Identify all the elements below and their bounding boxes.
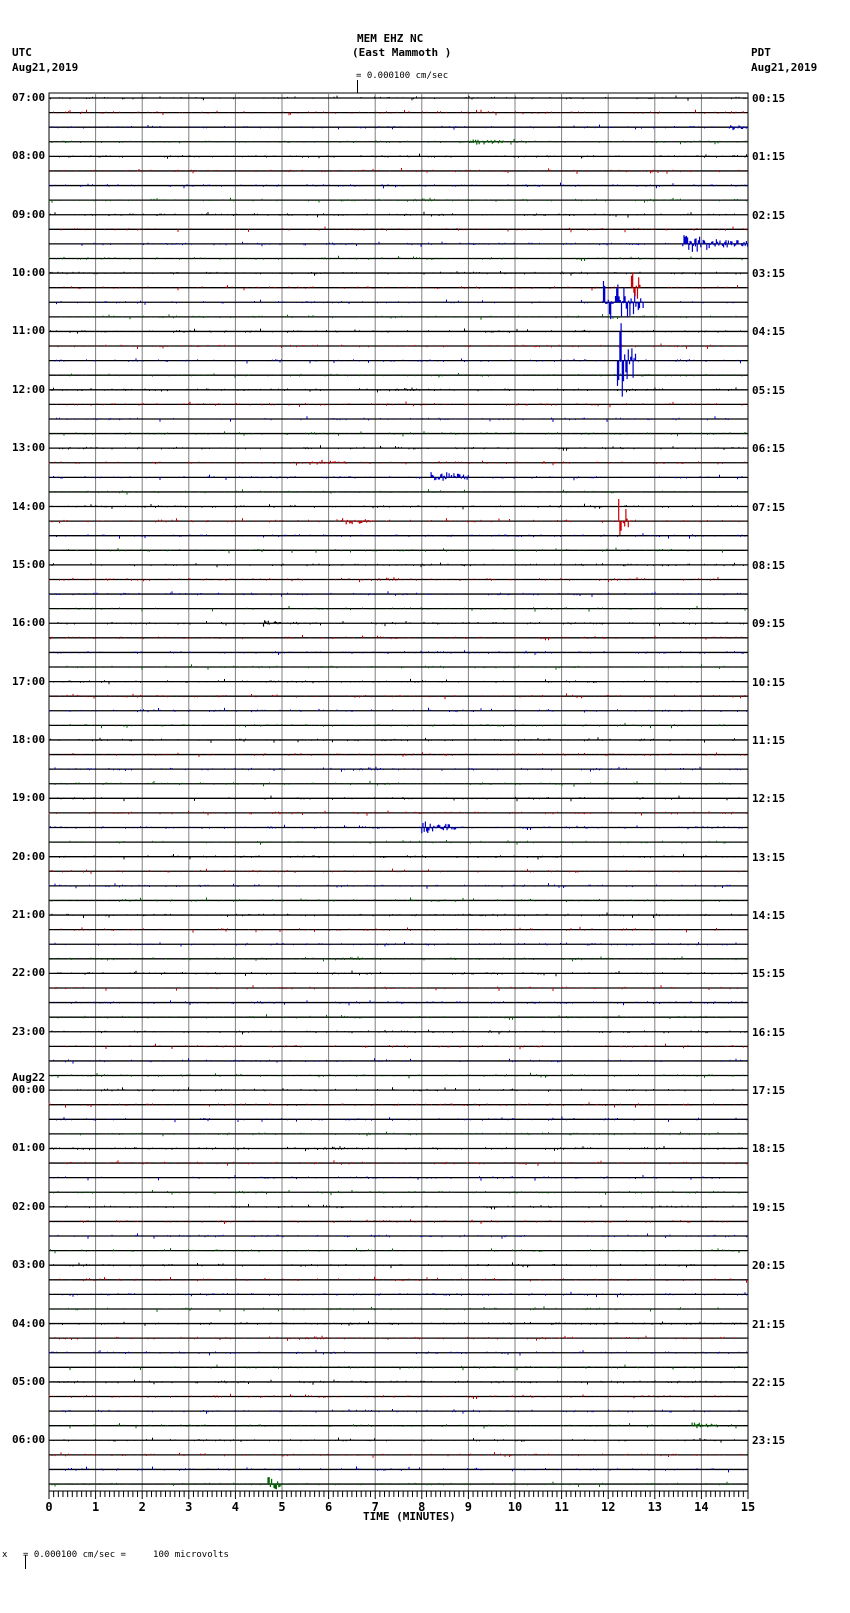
pdt-time-label: 05:15 [752,383,786,397]
seismic-event [682,235,749,252]
pdt-time-label: 19:15 [752,1200,786,1214]
right-timezone: PDT [751,46,771,59]
x-tick-label: 9 [465,1500,472,1514]
utc-date-label: Aug22 [12,1071,46,1085]
utc-time-label: 17:00 [12,674,46,688]
utc-time-label: 08:00 [12,149,46,163]
utc-time-label: 07:00 [12,91,46,104]
pdt-time-label: 10:15 [752,675,786,689]
left-date: Aug21,2019 [12,61,79,74]
pdt-time-label: 21:15 [752,1317,786,1331]
x-tick-label: 13 [648,1500,662,1514]
pdt-time-label: 01:15 [752,150,786,164]
pdt-time-label: 23:15 [752,1434,786,1448]
station-title: MEM EHZ NC [357,32,424,45]
utc-time-label: 02:00 [12,1199,46,1213]
utc-time-label: 23:00 [12,1024,46,1038]
pdt-time-label: 22:15 [752,1375,786,1389]
utc-time-label: 19:00 [12,791,46,805]
utc-time-label: 22:00 [12,966,46,980]
x-tick-label: 0 [45,1500,52,1514]
x-tick-label: 8 [418,1500,425,1514]
utc-time-label: 12:00 [12,382,46,396]
seismic-event [342,518,376,525]
utc-time-label: 00:00 [12,1083,46,1097]
utc-time-label: 10:00 [12,266,46,280]
pdt-time-label: 03:15 [752,267,786,281]
x-tick-label: 5 [278,1500,285,1514]
utc-time-label: 16:00 [12,616,46,630]
seismic-event [616,499,632,535]
utc-time-label: 03:00 [12,1258,46,1272]
seismic-event [630,272,641,299]
utc-time-label: 21:00 [12,908,46,922]
seismic-event [728,125,748,131]
pdt-time-label: 17:15 [752,1084,786,1098]
pdt-time-label: 06:15 [752,442,786,456]
x-tick-label: 2 [139,1500,146,1514]
utc-time-label: 11:00 [12,324,46,338]
pdt-time-label: 08:15 [752,558,786,572]
pdt-time-label: 12:15 [752,792,786,806]
x-tick-label: 4 [232,1500,239,1514]
pdt-time-label: 11:15 [752,733,786,747]
seismic-event [602,281,645,320]
x-tick-label: 7 [372,1500,379,1514]
x-tick-label: 1 [92,1500,99,1514]
utc-time-label: 06:00 [12,1433,46,1447]
left-timezone: UTC [12,46,32,59]
footer-scale-bar-icon [12,1543,31,1572]
seismic-event [421,821,460,834]
pdt-time-label: 02:15 [752,208,786,222]
scale-text: = 0.000100 cm/sec [356,71,449,81]
utc-time-label: 15:00 [12,557,46,571]
utc-time-label: 04:00 [12,1316,46,1330]
seismic-event [258,620,283,627]
utc-time-label: 01:00 [12,1141,46,1155]
pdt-time-label: 15:15 [752,967,786,981]
seismic-event [430,472,469,481]
x-tick-label: 12 [601,1500,615,1514]
x-tick-label: 10 [508,1500,522,1514]
x-tick-label: 6 [325,1500,332,1514]
seismic-event [691,1422,721,1429]
utc-time-label: 05:00 [12,1374,46,1388]
scale-bar-icon [345,66,363,95]
utc-time-label: 14:00 [12,499,46,513]
pdt-time-label: 16:15 [752,1025,786,1039]
pdt-time-label: 20:15 [752,1259,786,1273]
seismic-event [267,1477,282,1490]
footer-prefix: x [2,1550,8,1560]
x-tick-label: 15 [741,1500,755,1514]
seismic-event [467,139,507,145]
utc-time-label: 13:00 [12,441,46,455]
pdt-time-label: 00:15 [752,92,786,105]
right-date: Aug21,2019 [751,61,818,74]
pdt-time-label: 04:15 [752,325,786,339]
x-axis-label: TIME (MINUTES) [363,1510,456,1523]
pdt-time-label: 07:15 [752,500,786,514]
pdt-time-label: 18:15 [752,1142,786,1156]
x-tick-label: 14 [694,1500,708,1514]
utc-time-label: 20:00 [12,849,46,863]
pdt-time-label: 14:15 [752,909,786,923]
x-tick-label: 11 [554,1500,568,1514]
seismic-event [309,459,348,465]
x-tick-label: 3 [185,1500,192,1514]
pdt-time-label: 09:15 [752,617,786,631]
seismic-event [616,323,637,397]
utc-time-label: 18:00 [12,732,46,746]
footer-scale-text: = 0.000100 cm/sec = 100 microvolts [23,1550,229,1560]
utc-time-label: 09:00 [12,207,46,221]
pdt-time-label: 13:15 [752,850,786,864]
station-location: (East Mammoth ) [352,46,452,59]
